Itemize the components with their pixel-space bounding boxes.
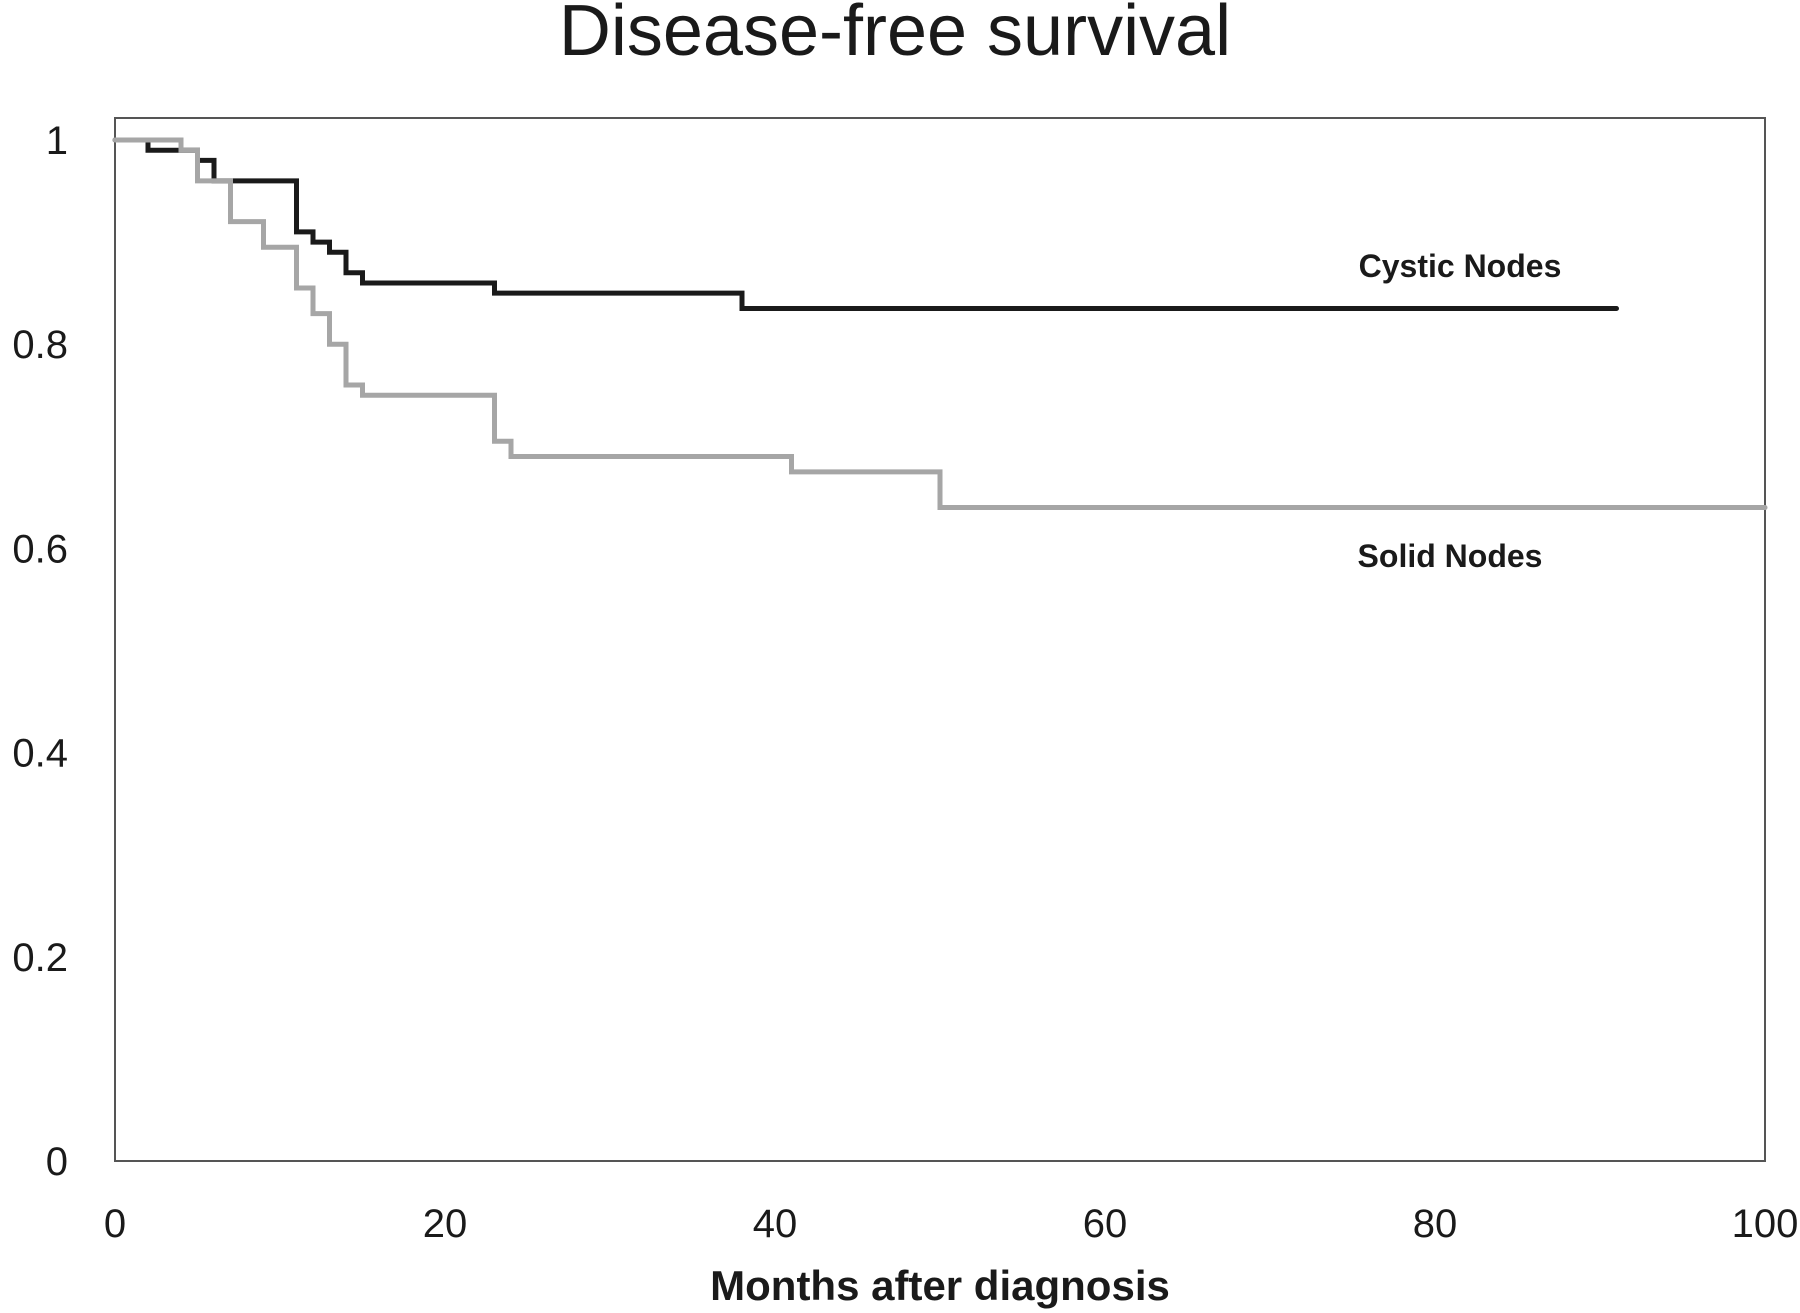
x-tick-label: 40 bbox=[753, 1202, 798, 1246]
y-tick-label: 0.8 bbox=[12, 323, 68, 367]
x-tick-label: 20 bbox=[423, 1202, 468, 1246]
y-tick-label: 0.2 bbox=[12, 936, 68, 980]
x-axis-ticks: 0 20 40 60 80 100 bbox=[104, 1202, 1799, 1246]
x-tick-label: 60 bbox=[1083, 1202, 1128, 1246]
y-tick-label: 0.6 bbox=[12, 527, 68, 571]
series-label-0: Cystic Nodes bbox=[1359, 248, 1562, 284]
x-tick-label: 0 bbox=[104, 1202, 126, 1246]
x-tick-label: 100 bbox=[1732, 1202, 1799, 1246]
series-lines bbox=[112, 137, 1768, 511]
x-tick-label: 80 bbox=[1413, 1202, 1458, 1246]
x-axis-label: Months after diagnosis bbox=[710, 1262, 1170, 1309]
chart-title: Disease-free survival bbox=[559, 0, 1231, 71]
y-tick-label: 0.4 bbox=[12, 732, 68, 776]
series-labels: Cystic Nodes Solid Nodes bbox=[1358, 248, 1562, 574]
plot-area-frame bbox=[114, 117, 1766, 1162]
y-tick-label: 1 bbox=[46, 119, 68, 163]
series-label-1: Solid Nodes bbox=[1358, 538, 1543, 574]
series-line-1 bbox=[112, 137, 1768, 511]
y-tick-label: 0 bbox=[46, 1140, 68, 1184]
y-axis-ticks: 0 0.2 0.4 0.6 0.8 1 bbox=[12, 119, 68, 1184]
